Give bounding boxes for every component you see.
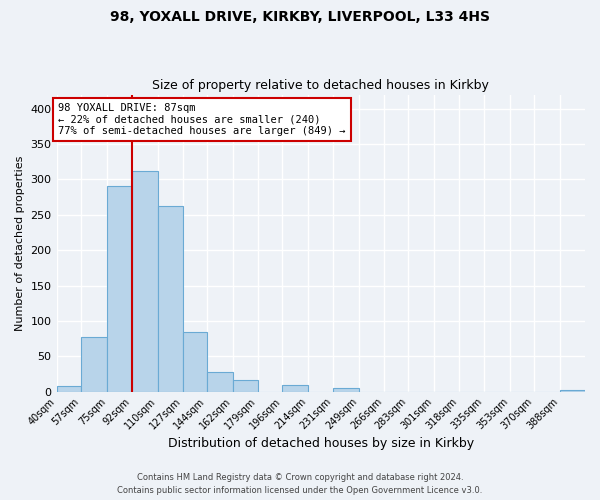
Bar [81,337,107,392]
Title: Size of property relative to detached houses in Kirkby: Size of property relative to detached ho… [152,79,489,92]
Bar [56,386,81,392]
Bar [233,380,258,392]
Bar [107,186,132,392]
Text: Contains HM Land Registry data © Crown copyright and database right 2024.
Contai: Contains HM Land Registry data © Crown c… [118,474,482,495]
Bar [182,332,207,392]
Y-axis label: Number of detached properties: Number of detached properties [15,156,25,331]
Bar [333,388,359,392]
Bar [560,390,585,392]
Text: 98 YOXALL DRIVE: 87sqm
← 22% of detached houses are smaller (240)
77% of semi-de: 98 YOXALL DRIVE: 87sqm ← 22% of detached… [58,103,346,136]
Text: 98, YOXALL DRIVE, KIRKBY, LIVERPOOL, L33 4HS: 98, YOXALL DRIVE, KIRKBY, LIVERPOOL, L33… [110,10,490,24]
X-axis label: Distribution of detached houses by size in Kirkby: Distribution of detached houses by size … [168,437,474,450]
Bar [158,206,182,392]
Bar [283,386,308,392]
Bar [207,372,233,392]
Bar [132,171,158,392]
